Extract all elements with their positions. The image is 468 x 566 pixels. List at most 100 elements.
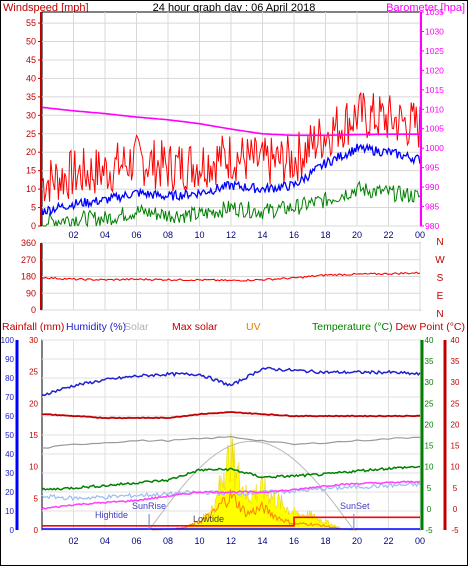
lower-x-tick-label: 18 — [320, 536, 330, 546]
wind-y-tick-label: 20 — [26, 147, 36, 157]
temperature-tick-label: 0 — [427, 505, 432, 514]
lower-x-tick-label: 00 — [415, 536, 425, 546]
wind-x-tick-label: 04 — [100, 230, 110, 240]
dew-point-tick-label: 0 — [453, 505, 458, 514]
humidity-tick-label: 80 — [5, 374, 14, 383]
humidity-tick-label: 90 — [5, 355, 14, 364]
wind-y-tick-label: 15 — [26, 166, 36, 176]
barometer-tick-label: 1020 — [425, 65, 444, 75]
rain-tick-label: 30 — [29, 336, 38, 345]
dew-point-tick-label: 10 — [451, 463, 460, 472]
wind-y-tick-label: 35 — [26, 92, 36, 102]
theoretical-solar-arc — [148, 440, 353, 531]
rain-tick-label: 25 — [29, 368, 38, 377]
violet-series-line — [41, 480, 421, 510]
barometer-line — [41, 106, 420, 137]
gust-series-line — [41, 92, 421, 202]
annotation-sunrise: SunRise — [132, 501, 166, 511]
lower-x-tick-label: 16 — [289, 536, 299, 546]
humidity-tick-label: 100 — [1, 336, 15, 345]
wind-x-tick-label: 22 — [383, 230, 393, 240]
lower-plot-area — [41, 366, 421, 531]
annotation-hightide: Hightide — [95, 510, 128, 520]
temperature-tick-label: 10 — [425, 463, 434, 472]
barometer-tick-label: 1030 — [425, 26, 444, 36]
humidity-line — [41, 366, 421, 397]
grey-series-line — [41, 435, 421, 449]
barometer-tick-label: 1035 — [425, 7, 444, 17]
page-title: 24 hour graph day : 06 April 2018 — [153, 2, 316, 14]
lower-x-tick-label: 02 — [68, 536, 78, 546]
wind-plot-area — [41, 92, 421, 228]
humidity-tick-label: 50 — [5, 431, 14, 440]
direction-grid — [42, 242, 421, 311]
temperature-line — [41, 465, 420, 491]
dew-point-tick-label: 35 — [451, 357, 460, 366]
legend-rainfall: Rainfall (mm) — [2, 321, 64, 333]
wind-y-tick-label: 0 — [31, 221, 36, 231]
wind-axes: 0510152025303540455055980985990995100010… — [26, 7, 444, 240]
uv-line — [152, 489, 357, 531]
legend-temperature: Temperature (°C) — [312, 321, 393, 333]
barometer-tick-label: 1005 — [425, 124, 444, 134]
humidity-tick-label: 10 — [5, 507, 14, 516]
wind-y-tick-label: 45 — [26, 55, 36, 65]
average-wind-line — [41, 142, 421, 216]
wind-x-tick-label: 08 — [163, 230, 173, 240]
legend-solar: Solar — [124, 321, 149, 333]
compass-label: N — [436, 237, 443, 248]
wind-y-tick-label: 25 — [26, 129, 36, 139]
humidity-tick-label: 40 — [5, 450, 14, 459]
wind-y-tick-label: 5 — [31, 203, 36, 213]
wind-x-tick-label: 20 — [352, 230, 362, 240]
rain-tick-label: 20 — [29, 399, 38, 408]
barometer-tick-label: 990 — [425, 182, 439, 192]
temperature-tick-label: 30 — [425, 378, 434, 387]
dew-point-tick-label: 20 — [451, 420, 460, 429]
legend-uv: UV — [246, 321, 261, 333]
rain-tick-label: 0 — [34, 526, 39, 535]
lower-x-tick-label: 06 — [131, 536, 141, 546]
wind-x-tick-label: 10 — [194, 230, 204, 240]
humidity-tick-label: 70 — [5, 393, 14, 402]
temperature-tick-label: 15 — [425, 442, 434, 451]
barometer-tick-label: 1025 — [425, 46, 444, 56]
wind-x-tick-label: 12 — [226, 230, 236, 240]
dew-point-tick-label: 30 — [451, 378, 460, 387]
rain-tick-label: 10 — [29, 463, 38, 472]
compass-label: E — [437, 291, 444, 302]
rain-tick-label: 15 — [29, 431, 38, 440]
dew-point-tick-label: -5 — [451, 526, 459, 535]
rain-tick-label: 5 — [34, 494, 39, 503]
lower-x-tick-label: 12 — [226, 536, 236, 546]
direction-y-tick-label: 0 — [31, 305, 36, 315]
annotation-lowtide: Lowtide — [193, 514, 224, 524]
legend-max-solar: Max solar — [172, 321, 218, 333]
temperature-tick-label: 40 — [425, 336, 434, 345]
barometer-tick-label: 1015 — [425, 85, 444, 95]
wind-x-tick-label: 00 — [415, 230, 425, 240]
humidity-tick-label: 60 — [5, 412, 14, 421]
lower-x-tick-label: 22 — [383, 536, 393, 546]
temperature-tick-label: 25 — [425, 399, 434, 408]
wind-x-tick-label: 14 — [257, 230, 267, 240]
dew-point-tick-label: 25 — [451, 399, 460, 408]
barometer-tick-label: 1000 — [425, 143, 444, 153]
lower-x-tick-label: 20 — [352, 536, 362, 546]
temperature-tick-label: 5 — [427, 484, 432, 493]
wind-axis-title: Windspeed [mph] — [3, 2, 89, 14]
lower-x-tick-label: 04 — [100, 536, 110, 546]
lower-x-tick-label: 10 — [194, 536, 204, 546]
wind-direction-line — [41, 271, 421, 282]
wind-y-tick-label: 55 — [26, 18, 36, 28]
wind-x-tick-label: 02 — [68, 230, 78, 240]
temperature-tick-label: 20 — [425, 420, 434, 429]
wind-y-tick-label: 50 — [26, 37, 36, 47]
dew-point-line — [42, 516, 420, 527]
max-solar-line — [42, 411, 421, 420]
humidity-tick-label: 30 — [5, 469, 14, 478]
temperature-tick-label: -5 — [425, 526, 433, 535]
